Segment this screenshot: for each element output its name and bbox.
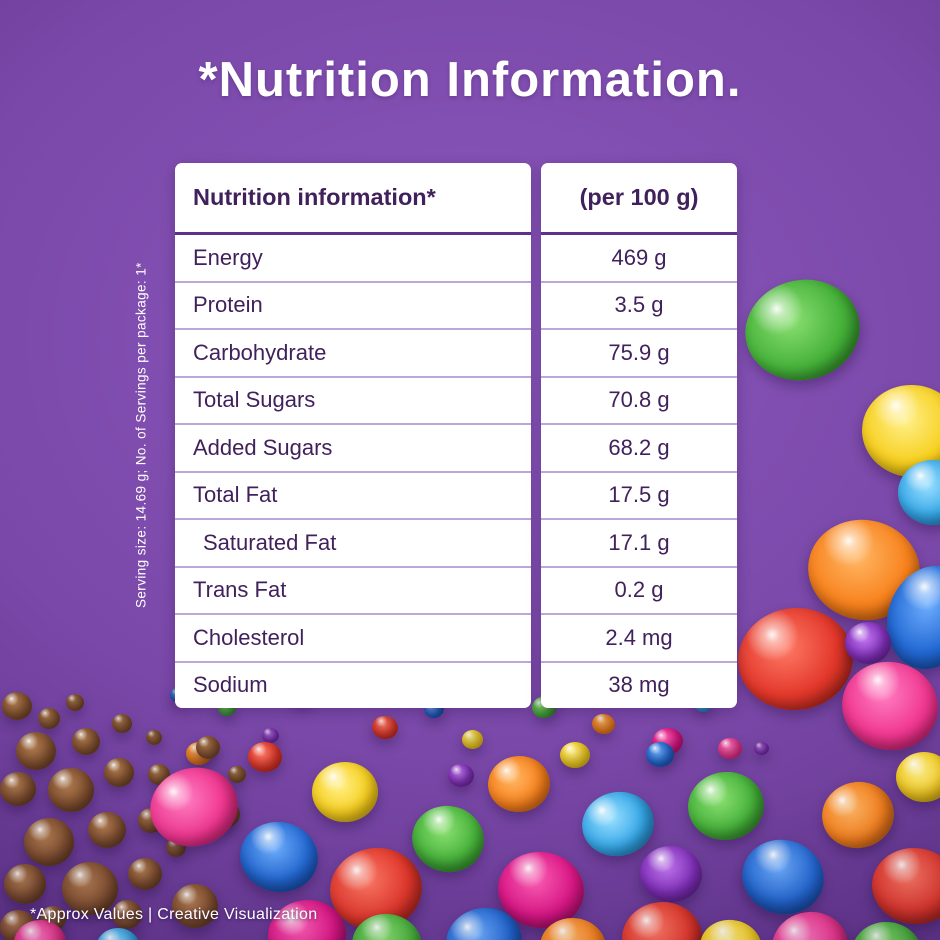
candy xyxy=(732,602,859,716)
chocolate-ball xyxy=(196,736,220,759)
candy xyxy=(262,728,279,743)
nutrition-table: Nutrition information* Energy Protein Ca… xyxy=(175,163,737,708)
candy xyxy=(14,920,66,940)
candy xyxy=(896,752,940,802)
row-label-trans-fat: Trans Fat xyxy=(175,565,531,614)
candy xyxy=(405,799,491,879)
row-value-added-sugars: 68.2 g xyxy=(541,423,737,471)
nutrient-labels-panel: Nutrition information* Energy Protein Ca… xyxy=(175,163,531,708)
chocolate-ball xyxy=(0,772,36,806)
candy xyxy=(695,915,767,940)
row-value-energy: 469 g xyxy=(611,244,667,270)
candy xyxy=(312,762,378,822)
chocolate-ball xyxy=(62,862,118,915)
row-value-carbohydrate: 75.9 g xyxy=(541,328,737,376)
candy xyxy=(485,753,553,815)
row-label-saturated-fat: Saturated Fat xyxy=(175,518,531,566)
candy xyxy=(96,928,140,940)
nutrient-values-panel: (per 100 g) 469 g 3.5 g 75.9 g 70.8 g 68… xyxy=(541,163,737,708)
candy xyxy=(619,899,705,940)
candy xyxy=(576,785,660,863)
row-label-sodium: Sodium xyxy=(175,660,531,709)
chocolate-ball xyxy=(104,758,134,787)
candy xyxy=(868,843,940,929)
chocolate-ball xyxy=(228,766,246,783)
row-label-added-sugars: Added Sugars xyxy=(175,423,531,471)
row-value-sodium: 38 mg xyxy=(541,660,737,709)
chocolate-ball xyxy=(112,714,132,733)
row-value-cholesterol: 2.4 mg xyxy=(541,613,737,661)
candy xyxy=(646,742,674,767)
chocolate-ball xyxy=(16,732,56,770)
candy xyxy=(462,730,483,749)
chocolate-ball xyxy=(72,728,100,755)
candy xyxy=(684,768,768,844)
chocolate-ball xyxy=(24,818,74,866)
candy xyxy=(735,269,870,391)
candy xyxy=(816,776,900,854)
candy xyxy=(248,742,282,772)
row-label-total-sugars: Total Sugars xyxy=(175,375,531,424)
chocolate-ball xyxy=(48,768,94,812)
chocolate-ball xyxy=(172,884,218,928)
row-value-total-sugars: 70.8 g xyxy=(541,375,737,424)
chocolate-ball xyxy=(146,730,162,745)
candy xyxy=(590,712,617,736)
table-header-per-100g: (per 100 g) xyxy=(541,163,737,235)
row-label-carbohydrate: Carbohydrate xyxy=(175,328,531,376)
serving-size-note: Serving size: 14.69 g; No. of Servings p… xyxy=(133,262,149,609)
row-label-total-fat: Total Fat xyxy=(175,470,531,519)
chocolate-ball xyxy=(38,708,60,729)
footer-note: *Approx Values | Creative Visualization xyxy=(30,906,318,923)
row-value-protein: 3.5 g xyxy=(541,280,737,329)
row-label-protein: Protein xyxy=(175,280,531,329)
row-label-energy: Energy xyxy=(193,244,263,270)
candy xyxy=(754,742,769,755)
chocolate-ball xyxy=(2,692,32,720)
row-value-trans-fat: 0.2 g xyxy=(541,565,737,614)
candy xyxy=(560,742,590,768)
candy xyxy=(734,831,832,923)
chocolate-ball xyxy=(4,864,46,904)
candy xyxy=(637,843,705,905)
candy xyxy=(448,764,474,787)
row-value-saturated-fat: 17.1 g xyxy=(541,518,737,566)
chocolate-ball xyxy=(66,694,84,711)
row-value-total-fat: 17.5 g xyxy=(541,470,737,519)
candy xyxy=(845,622,891,664)
chocolate-ball xyxy=(88,812,126,848)
candy xyxy=(718,738,742,759)
row-label-cholesterol: Cholesterol xyxy=(175,613,531,661)
table-header-nutrition: Nutrition information* xyxy=(175,163,531,235)
chocolate-ball xyxy=(128,858,162,890)
candy xyxy=(370,714,400,741)
page-title: *Nutrition Information. xyxy=(198,53,742,107)
chocolate-ball xyxy=(112,900,142,929)
candy xyxy=(234,815,324,899)
